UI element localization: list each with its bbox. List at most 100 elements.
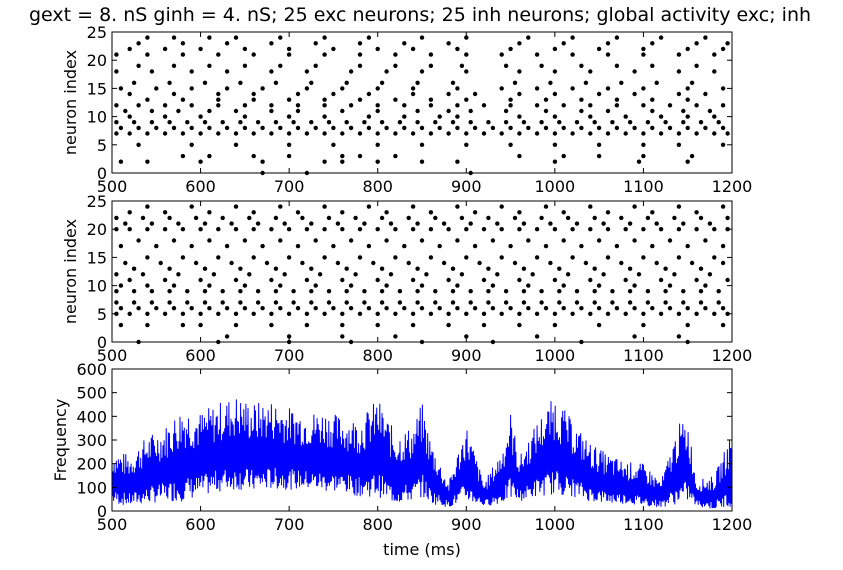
spike-marker: [437, 306, 442, 311]
spike-marker: [446, 131, 451, 136]
spike-marker: [433, 120, 438, 125]
spike-marker: [304, 227, 310, 232]
spike-marker: [224, 125, 230, 131]
spike-marker: [278, 238, 283, 243]
spike-marker: [574, 221, 580, 226]
spike-marker: [605, 210, 611, 215]
spike-marker: [694, 131, 699, 136]
spike-marker: [658, 131, 664, 136]
spike-marker: [685, 322, 690, 328]
spike-marker: [371, 260, 376, 266]
spike-marker: [357, 311, 363, 316]
spike-marker: [357, 63, 363, 68]
spike-marker: [273, 266, 279, 271]
spike-marker: [114, 272, 119, 277]
spike-marker: [326, 215, 332, 221]
spike-marker: [725, 131, 730, 136]
spike-marker: [286, 52, 292, 57]
spike-marker: [650, 41, 655, 46]
spike-marker: [233, 131, 239, 136]
spike-marker: [712, 311, 717, 316]
spike-marker: [131, 80, 137, 86]
spike-marker: [570, 255, 575, 260]
spike-marker: [437, 243, 442, 249]
spike-marker: [313, 125, 318, 131]
spike-marker: [384, 283, 389, 288]
spike-marker: [508, 142, 513, 147]
y-axis-label: neuron index: [61, 219, 80, 324]
spike-marker: [703, 35, 708, 40]
spike-marker: [499, 86, 504, 91]
spike-marker: [641, 255, 646, 260]
spike-marker: [127, 46, 132, 52]
spike-marker: [286, 46, 292, 52]
spike-marker: [393, 255, 398, 260]
spike-marker: [703, 283, 708, 288]
spike-marker: [220, 120, 225, 125]
spike-marker: [397, 289, 403, 294]
x-tick-label: 900: [451, 177, 482, 196]
spike-marker: [645, 120, 651, 125]
spike-marker: [446, 91, 451, 97]
spike-marker: [539, 120, 544, 125]
spike-marker: [167, 215, 172, 221]
spike-marker: [402, 306, 407, 311]
neuron-row-17: [118, 243, 726, 249]
spike-marker: [167, 80, 172, 86]
spike-marker: [698, 266, 704, 271]
spike-marker: [641, 131, 646, 136]
spike-marker: [676, 227, 682, 232]
spike-marker: [650, 63, 655, 68]
spike-marker: [486, 300, 491, 305]
spike-marker: [508, 97, 513, 102]
spike-marker: [472, 91, 478, 97]
spike-marker: [180, 153, 186, 159]
spike-marker: [650, 97, 655, 102]
spike-marker: [260, 125, 265, 131]
spike-marker: [703, 91, 708, 97]
spike-marker: [685, 97, 690, 102]
spike-marker: [601, 221, 606, 226]
spike-marker: [614, 35, 620, 40]
spike-marker: [588, 69, 593, 74]
spike-marker: [632, 204, 637, 209]
spike-marker: [632, 125, 637, 131]
x-tick-label: 500: [97, 177, 128, 196]
spike-marker: [118, 159, 124, 164]
spike-marker: [118, 322, 124, 328]
spike-marker: [278, 63, 283, 68]
spike-marker: [348, 125, 354, 131]
spike-marker: [681, 221, 686, 226]
spike-marker: [464, 311, 469, 316]
spike-marker: [198, 322, 203, 328]
spike-marker: [685, 125, 690, 131]
spike-marker: [543, 97, 549, 102]
spike-marker: [561, 103, 566, 108]
spike-marker: [384, 69, 389, 74]
spike-marker: [521, 120, 527, 125]
spike-marker: [233, 108, 239, 114]
spike-marker: [291, 300, 296, 305]
spike-marker: [605, 227, 611, 232]
y-tick-label: 300: [76, 431, 107, 450]
spike-marker: [428, 210, 434, 215]
spike-marker: [561, 125, 566, 131]
spike-marker: [548, 80, 553, 86]
spike-marker: [552, 322, 558, 328]
spike-marker: [402, 125, 407, 131]
spike-marker: [663, 120, 668, 125]
spike-marker: [517, 131, 522, 136]
spike-marker: [131, 300, 137, 305]
spike-marker: [154, 306, 159, 311]
spike-marker: [685, 86, 690, 91]
spike-marker: [650, 125, 655, 131]
spike-marker: [185, 300, 190, 305]
spike-marker: [459, 63, 465, 68]
spike-marker: [162, 277, 168, 283]
spike-marker: [419, 35, 425, 40]
spike-marker: [614, 97, 620, 102]
spike-marker: [202, 120, 208, 125]
spike-marker: [517, 322, 522, 328]
spike-marker: [162, 46, 168, 52]
spike-marker: [247, 215, 252, 221]
